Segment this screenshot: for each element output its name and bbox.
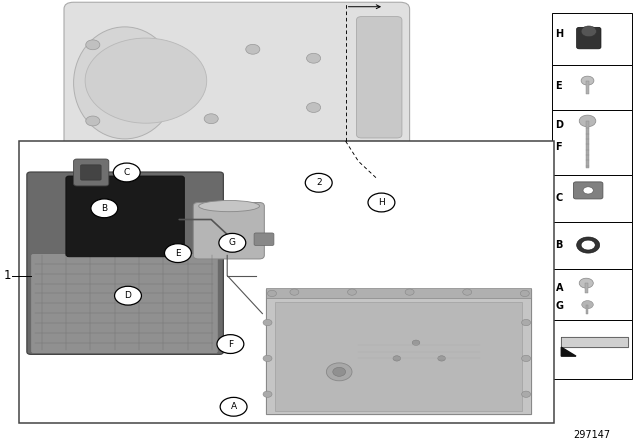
Bar (275, 302, 522, 411)
Bar (552, 320, 632, 379)
FancyBboxPatch shape (193, 202, 264, 259)
Text: 2: 2 (316, 178, 321, 187)
Polygon shape (561, 347, 576, 356)
Bar (586, 305, 588, 314)
Circle shape (582, 301, 593, 309)
Circle shape (333, 367, 346, 376)
Circle shape (581, 76, 594, 85)
FancyBboxPatch shape (577, 27, 601, 49)
Polygon shape (561, 337, 628, 347)
Circle shape (405, 289, 414, 295)
Circle shape (108, 54, 184, 108)
Circle shape (290, 289, 299, 295)
Circle shape (268, 290, 276, 297)
Circle shape (438, 356, 445, 361)
Circle shape (522, 355, 531, 362)
Ellipse shape (74, 27, 176, 139)
Text: 297147: 297147 (573, 430, 610, 440)
Text: G: G (556, 301, 564, 310)
Bar (552, 175, 632, 222)
Text: H: H (556, 29, 564, 39)
Text: G: G (229, 238, 236, 247)
Circle shape (307, 53, 321, 63)
FancyBboxPatch shape (74, 159, 109, 186)
Circle shape (91, 199, 118, 218)
Circle shape (579, 115, 596, 127)
Wedge shape (577, 237, 600, 253)
Circle shape (127, 67, 165, 94)
Text: B: B (101, 204, 108, 213)
Bar (586, 81, 589, 94)
Text: E: E (175, 249, 180, 258)
Text: B: B (556, 240, 563, 250)
Ellipse shape (198, 201, 260, 212)
Circle shape (522, 391, 531, 397)
Circle shape (348, 289, 356, 295)
Text: F: F (228, 340, 233, 349)
FancyBboxPatch shape (66, 176, 184, 257)
FancyBboxPatch shape (31, 254, 218, 353)
Circle shape (326, 363, 352, 381)
Circle shape (393, 356, 401, 361)
Circle shape (581, 26, 596, 37)
Text: C: C (124, 168, 130, 177)
Circle shape (246, 44, 260, 54)
Text: A: A (230, 402, 237, 411)
Circle shape (138, 75, 154, 86)
Circle shape (520, 290, 529, 297)
Circle shape (307, 103, 321, 112)
Circle shape (263, 319, 272, 326)
Text: E: E (556, 81, 562, 91)
Text: D: D (125, 291, 131, 300)
Circle shape (263, 355, 272, 362)
FancyBboxPatch shape (356, 17, 402, 138)
Text: H: H (378, 198, 385, 207)
Circle shape (204, 114, 218, 124)
Circle shape (113, 163, 140, 182)
Circle shape (164, 244, 191, 263)
Circle shape (583, 187, 593, 194)
Text: C: C (556, 193, 563, 203)
Bar (552, 13, 632, 65)
Bar (266, 288, 531, 298)
Circle shape (220, 397, 247, 416)
Circle shape (219, 233, 246, 252)
Bar (586, 121, 589, 168)
Circle shape (217, 335, 244, 353)
Text: 1: 1 (4, 269, 12, 282)
Bar (19, 141, 554, 423)
Text: A: A (556, 283, 563, 293)
Circle shape (412, 340, 420, 345)
Circle shape (368, 193, 395, 212)
FancyBboxPatch shape (254, 233, 274, 246)
Bar (552, 65, 632, 110)
Circle shape (305, 173, 332, 192)
Circle shape (263, 391, 272, 397)
Bar (585, 283, 588, 293)
Circle shape (86, 116, 100, 126)
Circle shape (579, 278, 593, 288)
Circle shape (115, 286, 141, 305)
FancyBboxPatch shape (81, 165, 101, 180)
Circle shape (86, 40, 100, 50)
Circle shape (85, 38, 207, 123)
Polygon shape (266, 289, 531, 414)
FancyBboxPatch shape (64, 2, 410, 148)
Text: F: F (556, 142, 562, 152)
Text: D: D (556, 121, 564, 130)
Bar (552, 269, 632, 320)
Bar (552, 222, 632, 269)
Circle shape (463, 289, 472, 295)
Bar (552, 110, 632, 175)
FancyBboxPatch shape (27, 172, 223, 354)
Circle shape (522, 319, 531, 326)
FancyBboxPatch shape (573, 182, 603, 199)
